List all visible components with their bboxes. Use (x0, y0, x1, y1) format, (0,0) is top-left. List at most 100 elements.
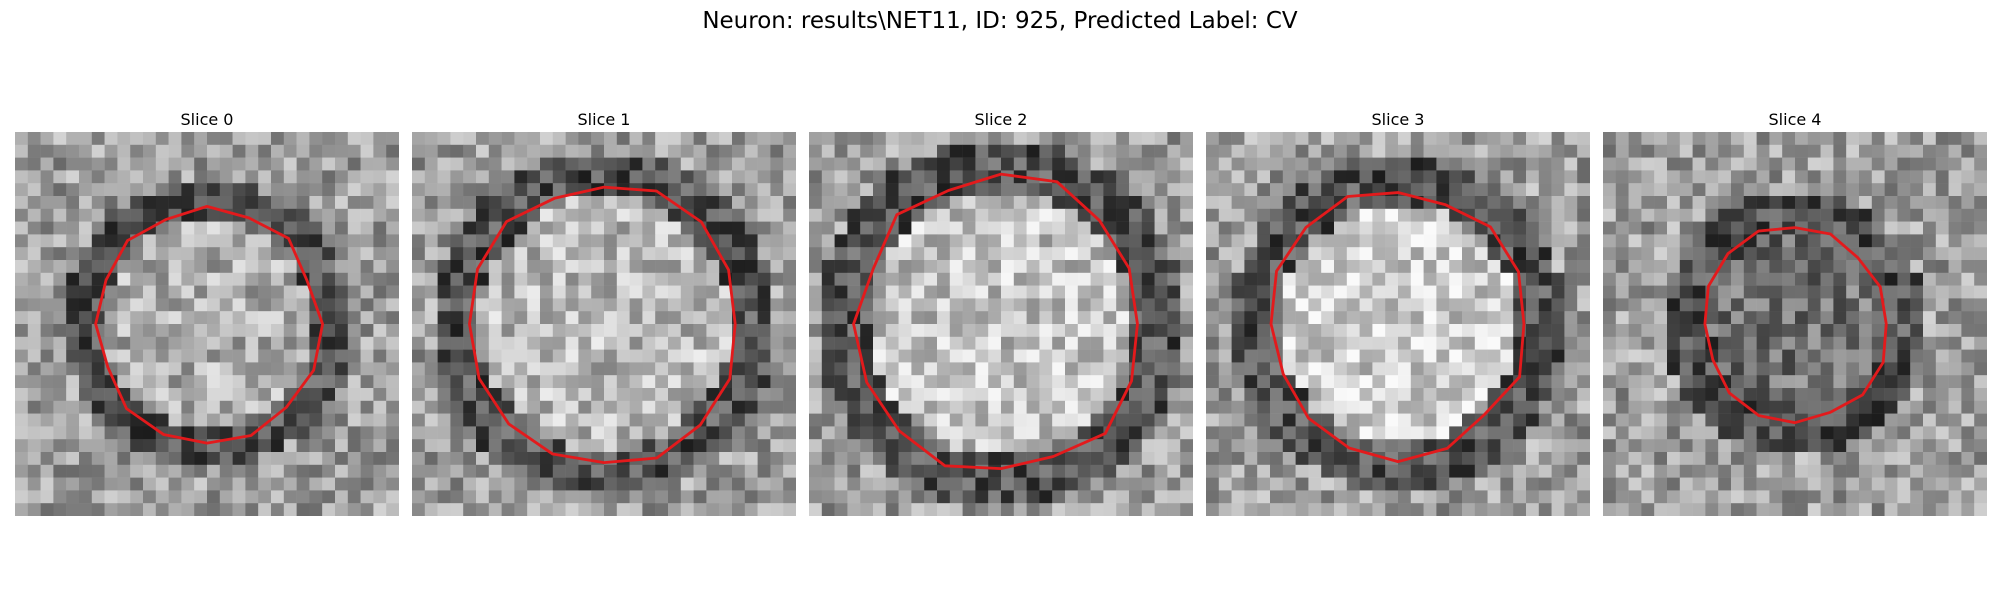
image-pixel (668, 452, 682, 466)
image-pixel (873, 477, 887, 491)
image-pixel (1039, 362, 1053, 376)
image-pixel (527, 132, 541, 146)
image-pixel (1077, 208, 1091, 222)
image-pixel (540, 426, 554, 440)
image-pixel (514, 272, 528, 286)
image-pixel (1820, 311, 1834, 325)
image-pixel (181, 452, 195, 466)
image-pixel (1141, 362, 1155, 376)
image-pixel (424, 234, 438, 248)
image-pixel (1013, 426, 1027, 440)
image-pixel (1961, 260, 1975, 274)
image-pixel (1154, 490, 1168, 504)
image-pixel (1001, 157, 1015, 171)
image-pixel (1218, 503, 1232, 516)
image-pixel (1346, 388, 1360, 402)
image-pixel (194, 426, 208, 440)
image-pixel (809, 144, 823, 158)
image-pixel (860, 490, 874, 504)
image-pixel (1615, 170, 1629, 184)
image-pixel (1859, 477, 1873, 491)
image-pixel (898, 362, 912, 376)
image-pixel (1833, 196, 1847, 210)
image-pixel (655, 260, 669, 274)
image-pixel (1654, 221, 1668, 235)
image-pixel (1001, 311, 1015, 325)
image-pixel (719, 132, 733, 146)
segmentation-contour (1703, 226, 1888, 425)
image-pixel (1500, 208, 1514, 222)
image-pixel (40, 464, 54, 478)
image-pixel (1756, 490, 1770, 504)
image-pixel (668, 464, 682, 478)
image-pixel (1948, 196, 1962, 210)
image-pixel (1654, 477, 1668, 491)
image-pixel (1282, 157, 1296, 171)
image-pixel (1282, 221, 1296, 235)
image-pixel (1346, 144, 1360, 158)
image-pixel (719, 208, 733, 222)
image-pixel (373, 234, 387, 248)
image-pixel (1859, 247, 1873, 261)
image-pixel (655, 375, 669, 389)
image-pixel (1603, 375, 1617, 389)
image-pixel (258, 272, 272, 286)
image-pixel (1615, 413, 1629, 427)
image-pixel (1603, 298, 1617, 312)
image-pixel (1065, 144, 1079, 158)
image-pixel (1206, 260, 1220, 274)
image-pixel (1295, 285, 1309, 299)
image-pixel (1961, 324, 1975, 338)
image-pixel (1897, 375, 1911, 389)
image-pixel (604, 349, 618, 363)
image-pixel (527, 183, 541, 197)
image-pixel (821, 183, 835, 197)
image-pixel (1218, 247, 1232, 261)
image-pixel (1974, 464, 1987, 478)
image-pixel (873, 196, 887, 210)
image-pixel (488, 285, 502, 299)
image-pixel (1244, 196, 1258, 210)
image-pixel (79, 503, 93, 516)
image-pixel (386, 272, 399, 286)
image-pixel (450, 324, 464, 338)
image-pixel (104, 311, 118, 325)
image-pixel (719, 157, 733, 171)
image-pixel (821, 336, 835, 350)
image-pixel (975, 132, 989, 146)
image-pixel (962, 221, 976, 235)
image-pixel (898, 439, 912, 453)
image-pixel (834, 285, 848, 299)
image-pixel (1052, 336, 1066, 350)
image-pixel (719, 362, 733, 376)
image-pixel (1295, 208, 1309, 222)
image-pixel (271, 336, 285, 350)
image-pixel (1487, 400, 1501, 414)
image-pixel (732, 362, 746, 376)
image-pixel (540, 336, 554, 350)
image-pixel (1526, 490, 1540, 504)
image-pixel (1743, 183, 1757, 197)
image-pixel (1039, 285, 1053, 299)
image-pixel (1334, 247, 1348, 261)
image-pixel (40, 183, 54, 197)
image-pixel (1641, 490, 1655, 504)
image-pixel (680, 452, 694, 466)
image-pixel (732, 298, 746, 312)
image-pixel (1807, 336, 1821, 350)
image-pixel (719, 285, 733, 299)
image-pixel (1564, 503, 1578, 516)
image-pixel (885, 400, 899, 414)
image-pixel (1718, 234, 1732, 248)
image-pixel (962, 400, 976, 414)
image-pixel (1154, 439, 1168, 453)
image-pixel (1948, 477, 1962, 491)
image-pixel (1820, 285, 1834, 299)
image-pixel (885, 272, 899, 286)
image-pixel (476, 272, 490, 286)
image-pixel (1538, 503, 1552, 516)
image-pixel (680, 298, 694, 312)
image-pixel (488, 336, 502, 350)
image-pixel (1961, 196, 1975, 210)
image-pixel (1090, 490, 1104, 504)
